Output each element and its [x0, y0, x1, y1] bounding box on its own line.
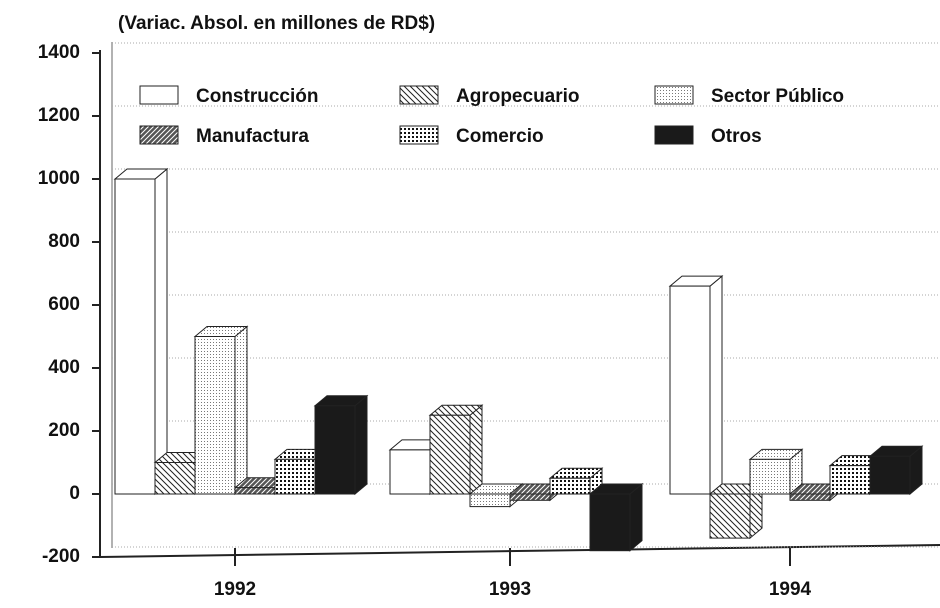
legend-swatch	[399, 125, 439, 145]
legend-swatch	[654, 125, 694, 145]
y-tick-label: -200	[42, 546, 80, 567]
y-tick-label: 0	[69, 483, 80, 504]
legend-label: Otros	[711, 126, 762, 147]
bar	[589, 493, 631, 552]
bar	[749, 458, 791, 495]
bar-side	[234, 325, 248, 496]
bar	[549, 477, 591, 495]
y-tick-label: 800	[48, 231, 80, 252]
bar	[789, 493, 831, 501]
y-tick-label: 600	[48, 294, 80, 315]
y-tick-label: 200	[48, 420, 80, 441]
legend-swatch	[139, 125, 179, 145]
legend-label: Comercio	[456, 126, 544, 147]
bar-side	[629, 482, 643, 552]
y-tick-label: 1200	[38, 105, 80, 126]
y-tick-label: 1000	[38, 168, 80, 189]
bar	[869, 455, 911, 495]
bar-side	[154, 167, 168, 496]
bar-side	[354, 394, 368, 496]
legend-label: Agropecuario	[456, 86, 580, 107]
legend-label: Sector Público	[711, 86, 844, 107]
bar	[389, 449, 431, 495]
bar	[274, 458, 316, 495]
bar	[234, 487, 276, 495]
bar	[154, 462, 196, 495]
bar	[829, 465, 871, 495]
legend-swatch	[654, 85, 694, 105]
x-tick-label: 1993	[489, 579, 531, 600]
x-tick-label: 1992	[214, 579, 256, 600]
bar	[194, 336, 236, 495]
bar	[669, 285, 711, 495]
bar	[509, 493, 551, 501]
legend-swatch	[399, 85, 439, 105]
legend-label: Manufactura	[196, 126, 309, 147]
bar-side	[469, 404, 483, 496]
bar	[314, 405, 356, 495]
bar	[429, 414, 471, 495]
legend-label: Construcción	[196, 86, 318, 107]
bar	[114, 178, 156, 495]
y-tick-label: 1400	[38, 42, 80, 63]
chart-title: (Variac. Absol. en millones de RD$)	[118, 13, 435, 34]
y-tick-label: 400	[48, 357, 80, 378]
legend-swatch	[139, 85, 179, 105]
bar	[469, 493, 511, 508]
bar-side	[709, 275, 723, 496]
x-tick-label: 1994	[769, 579, 812, 600]
bar	[709, 493, 751, 539]
